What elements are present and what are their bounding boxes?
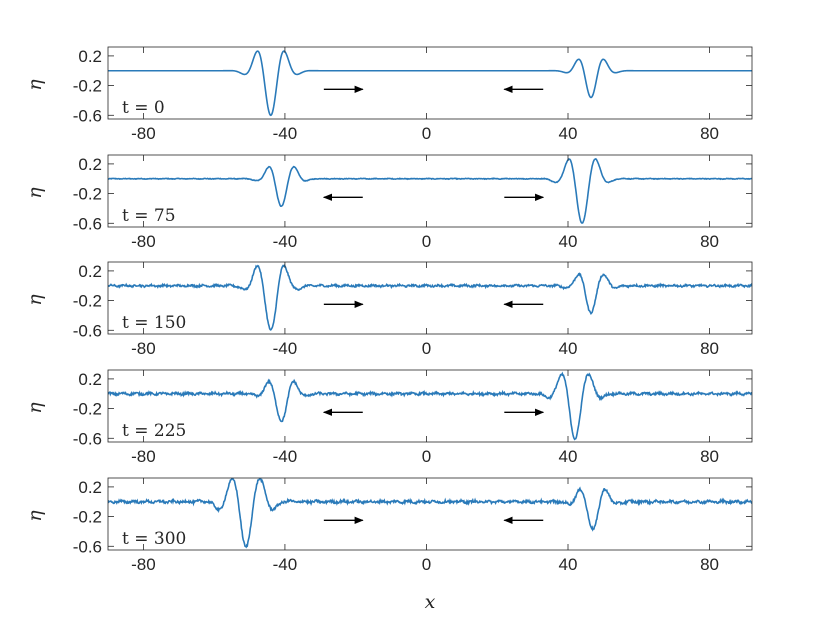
x-tick-label: 40	[559, 447, 578, 466]
time-label: t = 225	[122, 421, 186, 441]
panel-4: 0.2 -0.2 -0.6 -80 -40 0 40 80 η t = 225	[24, 369, 753, 466]
series-line	[108, 478, 752, 549]
axes-box	[107, 369, 753, 443]
y-axis-label: η	[24, 402, 46, 414]
x-tick-label: 80	[700, 124, 719, 143]
x-tick-label: 40	[559, 124, 578, 143]
y-tick-label: -0.2	[73, 508, 102, 527]
y-tick-label: 0.2	[78, 478, 102, 497]
y-tick-label: -0.2	[73, 292, 102, 311]
x-tick-label: 0	[422, 124, 431, 143]
y-tick-label: 0.2	[78, 47, 102, 66]
x-tick-label: 80	[700, 555, 719, 574]
y-axis-label: η	[24, 510, 46, 522]
series-line	[108, 264, 752, 331]
x-tick-label: 80	[700, 447, 719, 466]
x-tick-label: 40	[559, 555, 578, 574]
series-line	[108, 50, 752, 117]
panel-5: 0.2 -0.2 -0.6 -80 -40 0 40 80 η t = 300	[24, 477, 753, 574]
y-tick-label: -0.2	[73, 77, 102, 96]
axes-box	[107, 46, 753, 120]
time-label: t = 75	[122, 206, 176, 226]
x-tick-label: -80	[131, 555, 156, 574]
x-tick-label: 0	[422, 232, 431, 251]
y-axis-label: η	[24, 79, 46, 91]
x-tick-label: -80	[131, 124, 156, 143]
panels: 0.2 -0.2 -0.6 -80 -40 0 40 80 η t = 0 0.2 -0.2 -0.6 -…	[24, 46, 753, 574]
axes-box	[107, 154, 753, 228]
y-tick-label: -0.6	[73, 429, 102, 448]
y-tick-label: 0.2	[78, 262, 102, 281]
x-tick-label: -80	[131, 447, 156, 466]
y-axis-label: η	[24, 187, 46, 199]
y-tick-label: 0.2	[78, 370, 102, 389]
x-tick-label: 0	[422, 447, 431, 466]
y-tick-label: -0.2	[73, 185, 102, 204]
x-tick-label: -80	[131, 339, 156, 358]
y-axis-label: η	[24, 294, 46, 306]
x-tick-label: -40	[273, 124, 298, 143]
y-tick-label: -0.6	[73, 321, 102, 340]
x-tick-label: 0	[422, 555, 431, 574]
x-tick-label: -40	[273, 555, 298, 574]
axes-box	[107, 477, 753, 551]
time-label: t = 0	[122, 98, 165, 118]
y-tick-label: -0.6	[73, 214, 102, 233]
x-tick-label: 80	[700, 232, 719, 251]
panel-1: 0.2 -0.2 -0.6 -80 -40 0 40 80 η t = 0	[24, 46, 753, 143]
x-tick-label: 40	[559, 339, 578, 358]
panel-2: 0.2 -0.2 -0.6 -80 -40 0 40 80 η t = 75	[24, 154, 753, 251]
x-tick-label: -80	[131, 232, 156, 251]
x-tick-label: 40	[559, 232, 578, 251]
series-line	[108, 158, 752, 224]
time-label: t = 300	[122, 529, 186, 549]
axes-box	[107, 261, 753, 335]
x-tick-label: -40	[273, 339, 298, 358]
x-tick-label: 80	[700, 339, 719, 358]
x-tick-label: 0	[422, 339, 431, 358]
series-line	[108, 371, 752, 441]
y-tick-label: -0.6	[73, 537, 102, 556]
panel-3: 0.2 -0.2 -0.6 -80 -40 0 40 80 η t = 150	[24, 261, 753, 358]
x-tick-label: -40	[273, 447, 298, 466]
x-tick-label: -40	[273, 232, 298, 251]
x-axis-label: x	[425, 591, 436, 613]
time-label: t = 150	[122, 313, 186, 333]
y-tick-label: 0.2	[78, 155, 102, 174]
y-tick-label: -0.2	[73, 400, 102, 419]
y-tick-label: -0.6	[73, 106, 102, 125]
